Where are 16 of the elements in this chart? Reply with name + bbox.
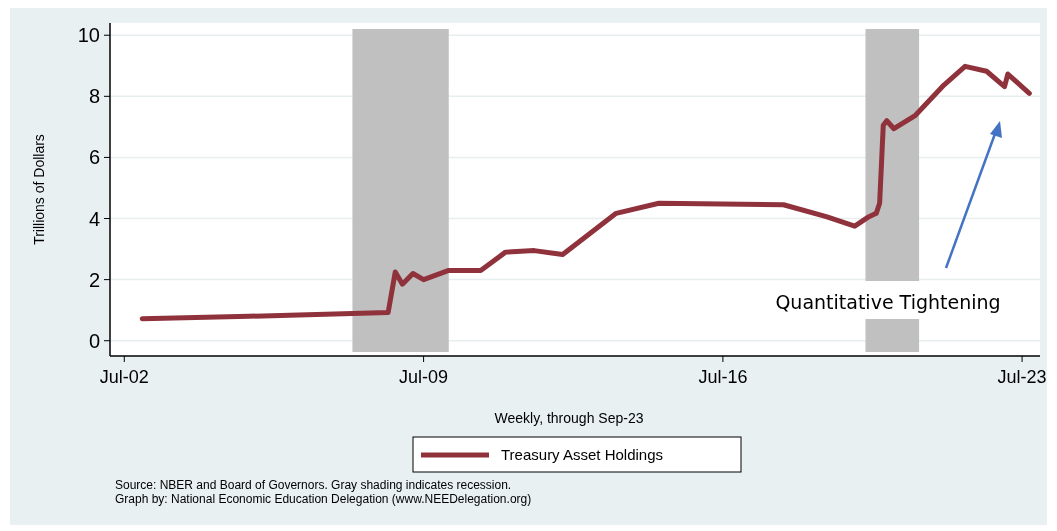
annotation: Quantitative Tightening xyxy=(775,291,1001,313)
y-tick-label: 6 xyxy=(88,146,100,169)
y-tick-label: 2 xyxy=(88,268,100,291)
x-tick-label: Jul-09 xyxy=(399,367,449,387)
y-tick-label: 8 xyxy=(88,85,100,108)
text: Graph by: National Economic Education Delegation (www.NEEDelegation.org) xyxy=(115,492,532,506)
x-axis-title: Weekly, through Sep-23 xyxy=(494,410,644,426)
y-tick-label: 0 xyxy=(88,329,100,352)
legend-label: Treasury Asset Holdings xyxy=(501,446,664,464)
source-note: Source: NBER and Board of Governors. Gray shading indicates recession. xyxy=(115,478,512,492)
y-tick-label: 10 xyxy=(77,24,100,47)
x-tick-label: Jul-23 xyxy=(997,367,1047,387)
x-tick-label: Jul-16 xyxy=(698,367,748,387)
x-tick-label: Jul-02 xyxy=(99,367,149,387)
y-tick-label: 4 xyxy=(88,207,100,230)
y-axis-title: Trillions of Dollars xyxy=(31,134,47,245)
